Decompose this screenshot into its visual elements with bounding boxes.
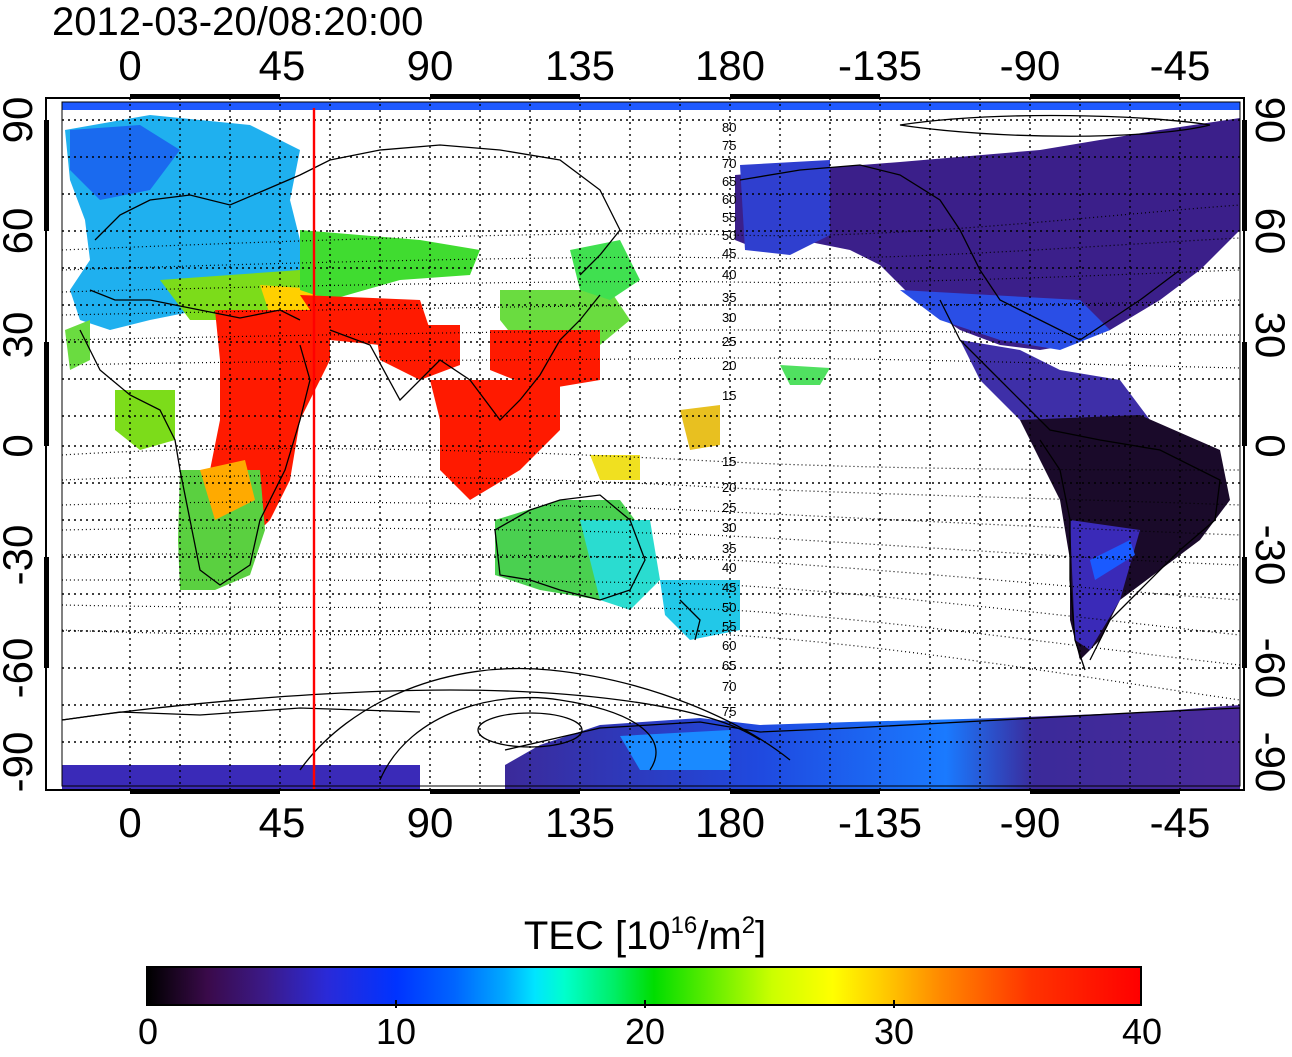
tec-region-new-zealand	[660, 580, 740, 640]
tec-region-ross-sea	[620, 730, 730, 770]
colorbar-title-unit-exponent: 2	[741, 912, 756, 939]
contour-label-north: 45	[722, 246, 736, 261]
colorbar-title-main: TEC [10	[523, 914, 671, 958]
colorbar-label: 30	[873, 1011, 915, 1052]
contour-label-north: 80	[722, 120, 736, 135]
tec-region-andes	[1090, 540, 1135, 580]
x-tick-bottom: 45	[258, 799, 306, 846]
x-tick-top: 0	[118, 42, 142, 89]
tec-region-north-atlantic	[70, 125, 180, 200]
contour-label-south: 50	[722, 600, 736, 615]
tec-region-north-polar-strip	[62, 102, 1240, 110]
colorbar-tick	[395, 1000, 397, 1008]
tec-region-us-south	[900, 290, 1110, 350]
contour-label-north: 60	[722, 192, 736, 207]
contour-label-south: 60	[722, 638, 736, 653]
tec-region-south-china	[490, 330, 600, 390]
contour-label-south: 75	[722, 704, 736, 719]
contour-label-north: 65	[722, 174, 736, 189]
tec-region-australia-east	[580, 520, 660, 610]
contour-label-north: 35	[722, 290, 736, 305]
x-tick-top: -90	[999, 42, 1061, 89]
contour-label-north: 30	[722, 310, 736, 325]
tec-data-layer	[62, 102, 1240, 790]
tec-region-india	[375, 325, 460, 380]
x-tick-bottom: 0	[118, 799, 142, 846]
contour-label-south: 70	[722, 679, 736, 694]
x-tick-top: 45	[258, 42, 306, 89]
tec-region-southeast-asia	[430, 380, 560, 500]
coastlines	[62, 144, 1240, 751]
tec-region-north-america	[735, 118, 1240, 350]
colorbar-label: 10	[375, 1011, 417, 1052]
tec-region-southern-africa-north	[200, 460, 255, 520]
plot-inner-frame	[61, 101, 1241, 787]
contour-label-south: 45	[722, 580, 736, 595]
contour-label-south: 35	[722, 541, 736, 556]
magnetic-pole-contours	[62, 114, 1211, 781]
x-tick-bottom: 180	[694, 799, 766, 846]
tec-region-hawaii	[780, 365, 830, 385]
x-tick-bottom: 90	[406, 799, 454, 846]
contour-label-north: 25	[722, 334, 736, 349]
x-tick-top: 90	[406, 42, 454, 89]
x-tick-top: 180	[694, 42, 766, 89]
contour-label-north: 15	[722, 388, 736, 403]
contour-label-south: 30	[722, 520, 736, 535]
x-tick-bottom: -90	[999, 799, 1061, 846]
colorbar-title-exponent: 16	[670, 912, 698, 939]
contour-labels: 80 75 70 65 60 55 50 45 40 35 30 25 20 1…	[722, 120, 736, 719]
x-tick-bottom: 135	[544, 799, 616, 846]
contour-label-north: 50	[722, 228, 736, 243]
tec-region-central-america	[960, 340, 1150, 430]
contour-label-south: 20	[722, 480, 736, 495]
tec-region-canaries	[65, 320, 90, 370]
x-tick-bottom: -45	[1149, 799, 1211, 846]
colorbar-title-unit: /m	[697, 914, 742, 958]
x-tick-top: -45	[1149, 42, 1211, 89]
magnetic-contours	[62, 204, 1240, 701]
tec-region-japan	[570, 240, 640, 300]
contour-label-north: 40	[722, 267, 736, 282]
colorbar-label: 0	[137, 1011, 159, 1052]
colorbar-title: TEC [1016/m2]	[524, 904, 766, 958]
colorbar-tick	[644, 1000, 646, 1008]
colorbar-tick	[893, 1000, 895, 1008]
contour-label-south: 55	[722, 619, 736, 634]
colorbar-label: 20	[624, 1011, 666, 1052]
colorbar-title-end: ]	[755, 914, 767, 958]
tec-region-central-asia	[300, 230, 480, 300]
tec-region-alaska	[740, 160, 830, 255]
contour-label-north: 75	[722, 138, 736, 153]
contour-label-north: 55	[722, 210, 736, 225]
contour-label-south: 40	[722, 560, 736, 575]
x-tick-bottom: -135	[837, 799, 923, 846]
x-tick-top: 135	[544, 42, 616, 89]
timestamp: 2012-03-20/08:20:00	[52, 0, 424, 44]
contour-label-south: 65	[722, 658, 736, 673]
contour-label-north: 20	[722, 358, 736, 373]
colorbar	[146, 966, 1142, 1006]
x-tick-top: -135	[837, 42, 923, 89]
colorbar-label: 40	[1121, 1011, 1163, 1052]
contour-label-south: 15	[722, 454, 736, 469]
contour-label-south: 25	[722, 500, 736, 515]
frame-ticks	[44, 94, 1247, 794]
tec-region-new-guinea	[590, 455, 640, 480]
contour-label-north: 70	[722, 156, 736, 171]
